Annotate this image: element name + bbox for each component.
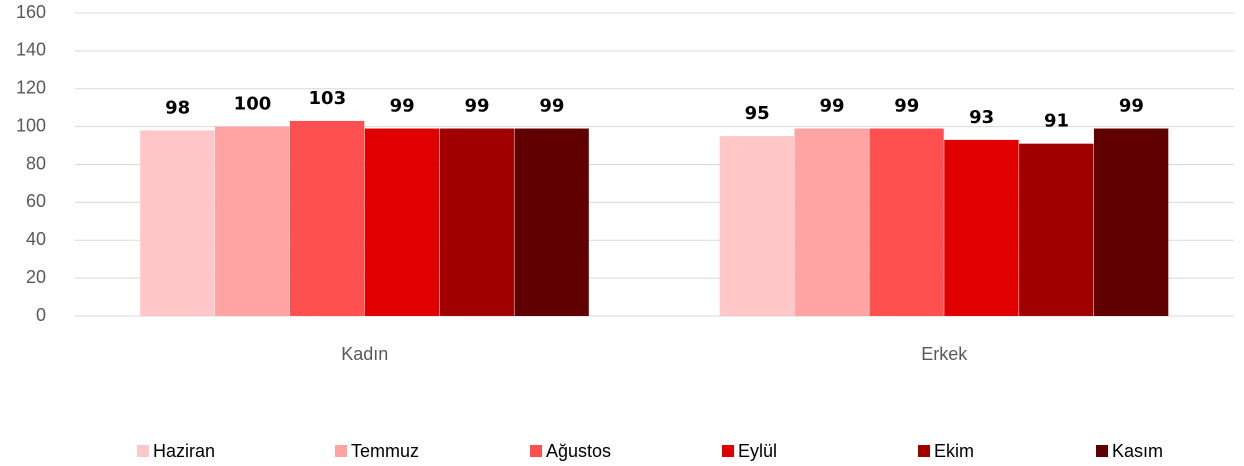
legend-label: Temmuz bbox=[351, 441, 419, 461]
legend-swatch bbox=[722, 445, 734, 457]
data-label: 93 bbox=[969, 107, 994, 128]
data-label: 99 bbox=[894, 96, 919, 117]
y-tick-label: 20 bbox=[26, 267, 46, 287]
legend-swatch bbox=[530, 445, 542, 457]
y-tick-label: 60 bbox=[26, 191, 46, 211]
data-label: 99 bbox=[390, 96, 415, 117]
data-label: 98 bbox=[165, 97, 190, 118]
bar bbox=[140, 130, 215, 316]
y-tick-label: 160 bbox=[16, 2, 46, 22]
y-tick-label: 140 bbox=[16, 40, 46, 60]
y-tick-label: 40 bbox=[26, 229, 46, 249]
bar bbox=[289, 120, 365, 316]
x-tick-label: Erkek bbox=[921, 344, 968, 364]
y-tick-label: 0 bbox=[36, 305, 46, 325]
data-label: 103 bbox=[309, 88, 347, 109]
bar bbox=[1019, 143, 1094, 316]
legend-label: Haziran bbox=[153, 441, 215, 461]
x-tick-label: Kadın bbox=[341, 344, 388, 364]
bar bbox=[719, 136, 795, 316]
bar bbox=[514, 128, 589, 316]
data-label: 95 bbox=[745, 103, 770, 124]
bar bbox=[794, 128, 869, 316]
bar bbox=[439, 128, 514, 316]
bar bbox=[364, 128, 440, 316]
bar bbox=[1093, 128, 1169, 316]
data-label: 99 bbox=[819, 96, 844, 117]
legend-swatch bbox=[918, 445, 930, 457]
data-label: 91 bbox=[1044, 111, 1069, 132]
y-tick-label: 100 bbox=[16, 115, 46, 135]
bar bbox=[215, 126, 290, 316]
data-label: 99 bbox=[539, 96, 564, 117]
legend-label: Ekim bbox=[934, 441, 974, 461]
legend-label: Kasım bbox=[1112, 441, 1163, 461]
legend-label: Ağustos bbox=[546, 441, 611, 461]
bar bbox=[869, 128, 944, 316]
legend-swatch bbox=[1096, 445, 1108, 457]
legend-swatch bbox=[137, 445, 149, 457]
y-tick-label: 120 bbox=[16, 78, 46, 98]
y-tick-label: 80 bbox=[26, 153, 46, 173]
data-label: 100 bbox=[234, 94, 272, 115]
legend-label: Eylül bbox=[738, 441, 777, 461]
legend-swatch bbox=[335, 445, 347, 457]
bar bbox=[944, 139, 1019, 316]
data-label: 99 bbox=[464, 96, 489, 117]
data-label: 99 bbox=[1119, 96, 1144, 117]
